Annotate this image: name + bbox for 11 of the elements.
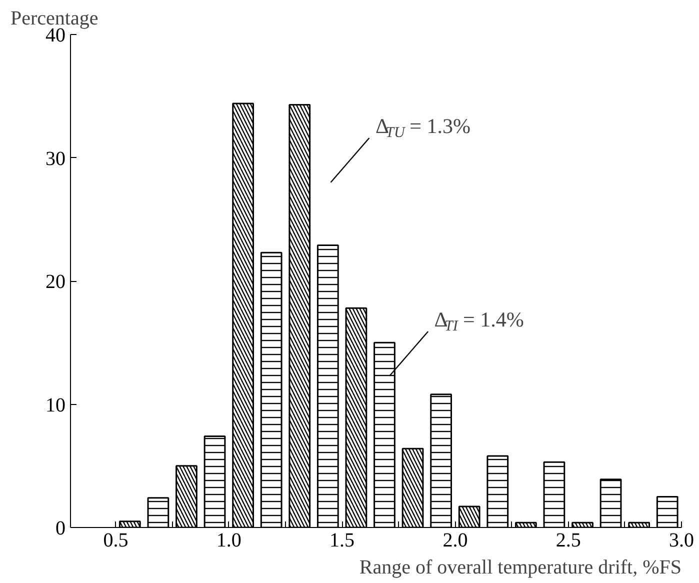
y-tick-label: 10 — [46, 394, 66, 416]
x-axis-title: Range of overall temperature drift, %FS — [359, 556, 682, 578]
x-tick-label: 1.5 — [330, 530, 355, 552]
text: 1.0 — [216, 530, 242, 552]
text: 3.0 — [669, 530, 694, 552]
text: 2.0 — [442, 530, 468, 552]
y-tick-label: 20 — [46, 271, 66, 293]
x-tick-label: 0.5 — [103, 530, 128, 552]
y-tick-label: 0 — [56, 518, 66, 540]
x-tick-label: 2.5 — [556, 530, 581, 552]
y-tick-label: 30 — [46, 148, 66, 170]
